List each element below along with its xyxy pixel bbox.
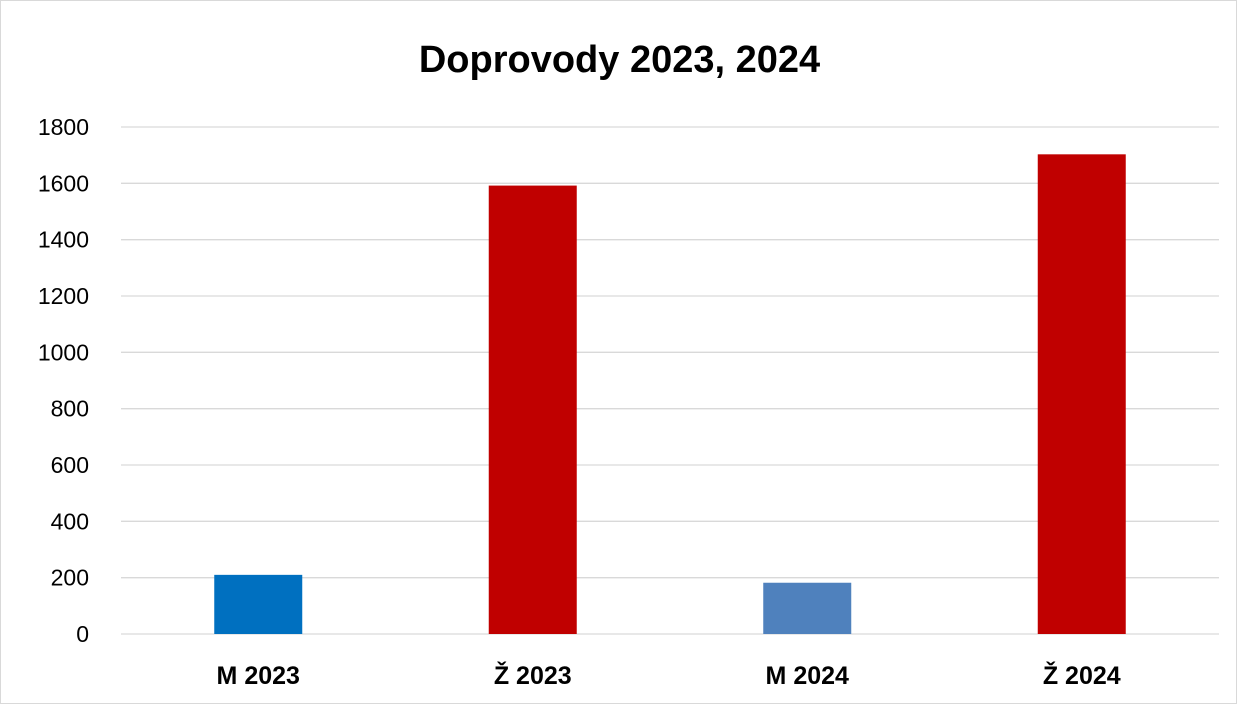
gridlines <box>121 126 1219 635</box>
axis-labels: 0 200 400 600 800 1000 1200 1400 1600 1800 <box>38 114 89 647</box>
x-category-label: M 2024 <box>766 662 849 690</box>
y-tick-label: 200 <box>51 565 89 591</box>
x-category-label: Ž 2023 <box>494 660 572 690</box>
y-tick-label: 400 <box>51 508 89 534</box>
y-tick-label: 600 <box>51 452 89 478</box>
x-category-label: Ž 2024 <box>1043 660 1121 690</box>
y-tick-label: 1400 <box>38 227 89 253</box>
bars <box>214 154 1126 635</box>
y-tick-label: 1000 <box>38 339 89 365</box>
x-category-label: M 2023 <box>217 662 300 690</box>
y-tick-label: 1600 <box>38 170 89 196</box>
y-tick-label: 800 <box>51 396 89 422</box>
y-tick-label: 1800 <box>38 114 89 140</box>
chart-title: Doprovody 2023, 2024 <box>418 39 821 81</box>
bar <box>1037 154 1126 635</box>
y-tick-label: 1200 <box>38 283 89 309</box>
category-labels: M 2023 Ž 2023 M 2024 Ž 2024 <box>217 660 1121 690</box>
bar <box>488 185 577 634</box>
bar <box>214 574 303 634</box>
bar <box>763 582 852 634</box>
y-tick-label: 0 <box>76 621 89 647</box>
